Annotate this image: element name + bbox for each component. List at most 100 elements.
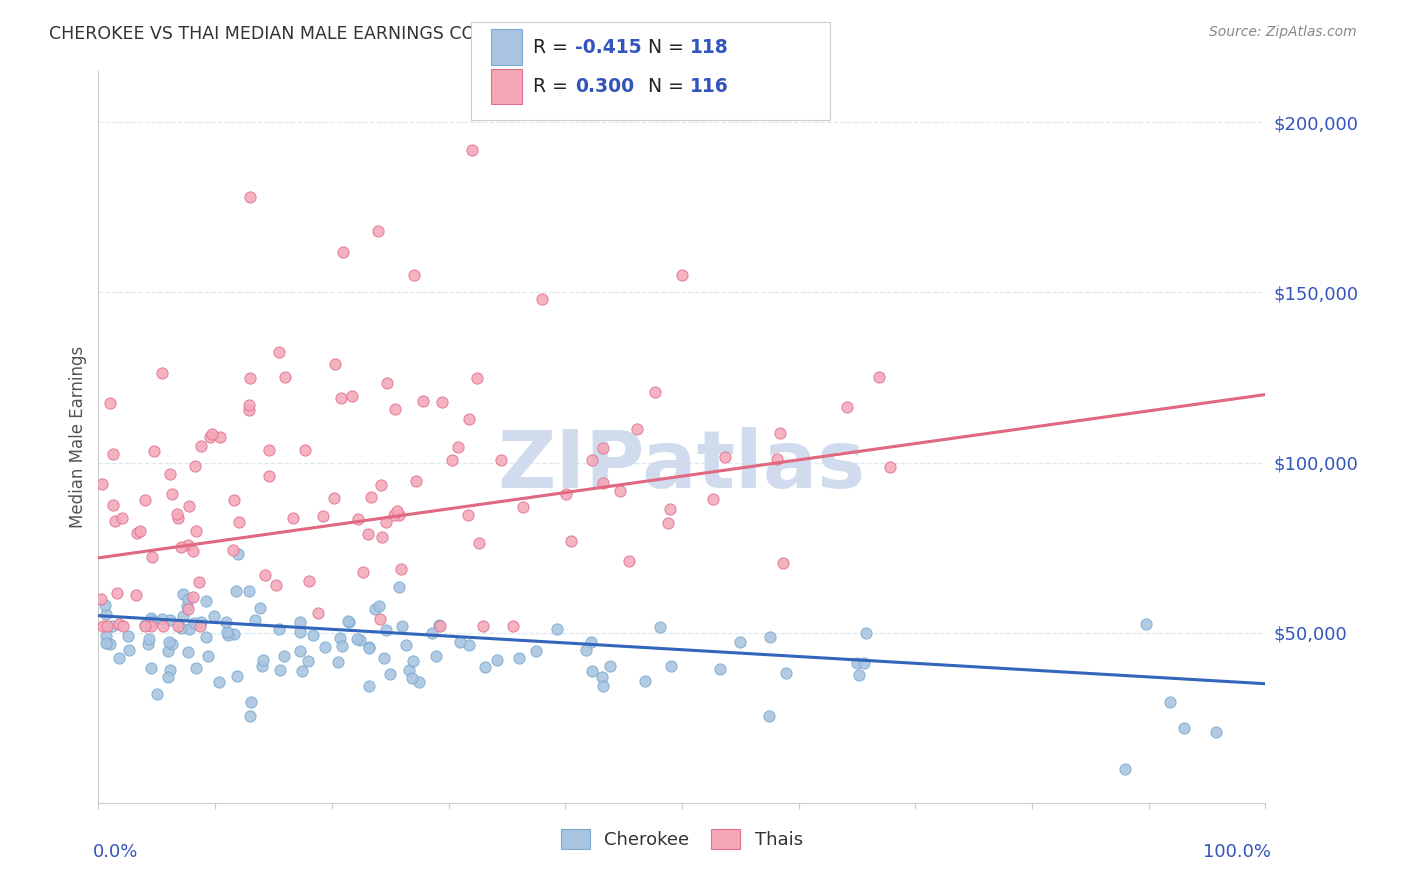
Point (105, 586, 128, 600)
Point (430, 395, 453, 409)
Point (257, 443, 280, 458)
Point (367, 224, 389, 238)
Point (329, 631, 352, 645)
Point (592, 442, 614, 456)
Point (172, 609, 194, 624)
Point (176, 599, 198, 613)
Point (609, 484, 631, 499)
Point (170, 622, 193, 636)
Point (592, 476, 614, 491)
Point (91, 477, 114, 491)
Text: R =: R = (533, 37, 574, 57)
Point (314, 640, 336, 654)
Point (368, 612, 391, 626)
Point (167, 510, 190, 524)
Point (186, 524, 208, 539)
Text: Source: ZipAtlas.com: Source: ZipAtlas.com (1209, 25, 1357, 39)
Point (420, 626, 443, 640)
Point (402, 268, 425, 283)
Point (524, 644, 547, 658)
Point (441, 453, 464, 467)
Point (217, 625, 239, 640)
Point (330, 639, 353, 653)
Point (208, 674, 231, 689)
Point (546, 622, 568, 636)
Point (157, 644, 180, 658)
Point (238, 398, 260, 412)
Point (188, 574, 211, 589)
Point (837, 400, 859, 414)
Point (273, 649, 295, 664)
Point (290, 625, 312, 640)
Point (375, 623, 398, 637)
Point (326, 655, 349, 669)
Point (1160, 695, 1182, 709)
Point (125, 588, 148, 602)
Point (197, 649, 219, 664)
Point (772, 556, 794, 570)
Point (226, 547, 249, 561)
Point (458, 638, 481, 652)
Point (108, 616, 131, 631)
Point (373, 651, 395, 665)
Point (200, 430, 222, 444)
Point (96, 629, 118, 643)
Point (702, 492, 724, 507)
Point (449, 635, 471, 649)
Point (581, 452, 603, 467)
Text: N =: N = (648, 37, 690, 57)
Point (267, 345, 290, 359)
Point (103, 498, 125, 512)
Point (370, 478, 392, 492)
Point (457, 508, 479, 522)
Point (347, 512, 370, 526)
Point (530, 293, 553, 307)
Point (634, 673, 657, 688)
Point (94, 636, 117, 650)
Point (405, 474, 427, 488)
Point (388, 508, 411, 523)
Point (357, 679, 380, 693)
Point (136, 637, 159, 651)
Point (96, 607, 118, 621)
Point (359, 640, 381, 655)
Point (352, 565, 374, 579)
Point (671, 268, 693, 283)
Point (398, 664, 420, 678)
Point (90, 592, 112, 607)
Point (644, 384, 666, 399)
Point (298, 574, 321, 589)
Point (150, 612, 173, 626)
Point (291, 664, 314, 678)
Point (104, 515, 127, 529)
Point (288, 643, 311, 657)
Point (337, 615, 360, 630)
Point (188, 619, 211, 633)
Point (1135, 617, 1157, 632)
Point (190, 615, 212, 630)
Point (269, 622, 291, 636)
Point (617, 554, 640, 568)
Point (159, 613, 181, 627)
Point (239, 708, 262, 723)
Text: ZIPatlas: ZIPatlas (498, 427, 866, 506)
Text: 0.300: 0.300 (575, 77, 634, 96)
Point (846, 657, 869, 671)
Point (461, 143, 484, 157)
Point (332, 244, 354, 259)
Point (759, 630, 782, 644)
Point (294, 443, 316, 458)
Point (195, 630, 218, 644)
Point (195, 594, 218, 608)
Point (117, 629, 139, 643)
Point (307, 606, 329, 620)
Point (402, 654, 425, 668)
Point (141, 550, 163, 565)
Point (96, 619, 118, 633)
Point (141, 614, 163, 628)
Point (650, 620, 672, 634)
Point (228, 515, 250, 529)
Point (323, 357, 346, 371)
Point (150, 366, 173, 380)
Point (1114, 762, 1136, 776)
